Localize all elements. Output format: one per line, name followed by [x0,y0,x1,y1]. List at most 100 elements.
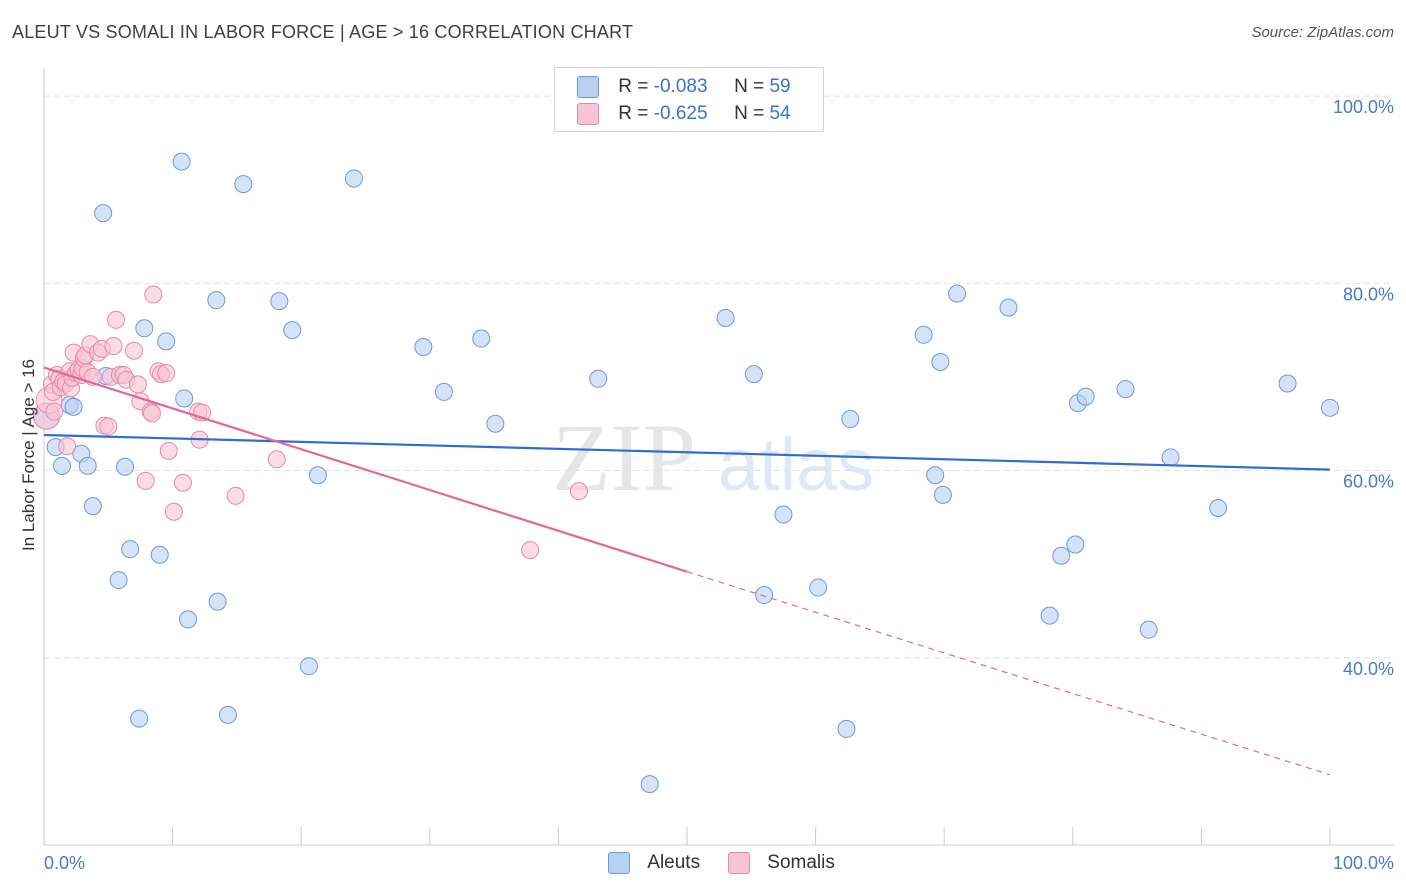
aleut-point [172,152,191,171]
legend-item-somalis[interactable]: Somalis [728,852,835,874]
aleut-point [926,466,945,485]
somali-point [569,482,588,501]
aleut-point [1161,448,1180,467]
somali-point [144,285,163,304]
aleut-point [130,709,149,728]
aleut-point [1066,535,1085,554]
aleut-point [933,485,952,504]
trend-line-aleuts [43,433,1331,471]
aleut-point [414,337,433,356]
aleut-point [755,586,774,605]
aleut-point [744,365,763,384]
y-axis-title: In Labor Force | Age > 16 [19,359,38,551]
aleut-point [94,204,113,223]
somali-point [143,404,162,423]
aleut-point [1278,374,1297,393]
series-layer [33,152,1339,794]
aleut-point [931,352,950,371]
trend-line-extension-somalis [686,571,1331,776]
aleut-point [234,175,253,194]
legend-r-label: R = [618,76,654,97]
aleut-point [308,466,327,485]
aleut-point [589,369,608,388]
correlation-legend: R = -0.083 N = 59 R = -0.625 N = 54 [554,67,824,132]
source-label: Source: ZipAtlas.com [1251,24,1394,41]
somali-point [173,473,192,492]
aleut-point [150,545,169,564]
aleut-point [109,571,128,590]
legend-r-value: -0.083 [653,76,708,97]
legend-n-label: N = [734,76,770,97]
legend-label-aleuts: Aleuts [647,852,701,873]
aleut-point [283,321,302,340]
aleut-point [78,456,97,475]
aleut-point [299,657,318,676]
aleut-point [640,775,659,794]
somali-point [159,441,178,460]
axes [43,68,1394,846]
aleut-point [175,389,194,408]
legend-n-value: 59 [769,76,791,97]
aleut-point [1052,546,1071,565]
somali-point [157,364,176,383]
aleut-point [809,578,828,597]
somali-point [125,341,144,360]
x-tick-label-right: 100.0% [1333,853,1394,873]
aleut-point [1209,498,1228,517]
aleut-point [208,592,227,611]
y-tick-label: 40.0% [1343,659,1394,679]
aleut-point [914,325,933,344]
aleut-point [179,610,198,629]
aleut-point [270,292,289,311]
legend-r-label: R = [618,103,654,124]
somali-point [267,450,286,469]
aleut-point [1321,398,1339,417]
trend-line-somalis [43,366,688,573]
somali-point [164,502,183,521]
legend-swatch-somalis [728,852,750,874]
aleut-point [157,332,176,351]
legend-n-value: 54 [769,103,791,124]
somali-point [99,417,118,436]
aleut-point [948,284,967,303]
y-tick-label: 60.0% [1343,472,1394,492]
legend-swatch-somalis [577,103,599,125]
legend-row-aleuts: R = -0.083 N = 59 [577,76,791,100]
legend-n-label: N = [734,103,770,124]
aleut-point [116,457,135,476]
somali-point [136,471,155,490]
aleut-point [53,456,72,475]
aleut-point [121,540,140,559]
aleut-point [135,319,154,338]
series-legend: Aleuts Somalis [0,852,1406,878]
aleut-point [716,308,735,327]
legend-row-somalis: R = -0.625 N = 54 [577,103,791,127]
somali-point [104,337,123,356]
aleut-point [344,169,363,188]
aleut-point [1139,620,1158,639]
aleut-point [1076,387,1095,406]
aleut-point [1040,606,1059,625]
trend-layer [43,366,1331,776]
aleut-point [841,410,860,429]
chart-title: ALEUT VS SOMALI IN LABOR FORCE | AGE > 1… [12,22,634,42]
somali-point [107,310,126,329]
y-tick-label: 100.0% [1333,97,1394,117]
aleut-point [486,414,505,433]
legend-swatch-aleuts [608,852,630,874]
somali-point [128,375,147,394]
legend-item-aleuts[interactable]: Aleuts [608,852,700,874]
somali-point [521,541,540,560]
x-tick-label-left: 0.0% [44,853,85,873]
aleut-point [472,329,491,348]
somali-point [45,402,64,421]
aleut-point [837,719,856,738]
somali-point [58,437,77,456]
y-tick-label: 80.0% [1343,284,1394,304]
aleut-point [434,382,453,401]
legend-label-somalis: Somalis [767,852,835,873]
somali-point [226,486,245,505]
aleut-point [999,298,1018,317]
aleut-point [1116,380,1135,399]
